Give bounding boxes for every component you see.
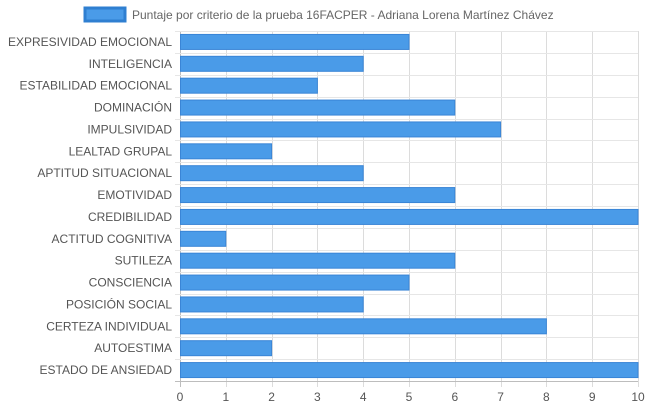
bar xyxy=(180,121,502,138)
category-label: IMPULSIVIDAD xyxy=(87,122,172,136)
legend[interactable]: Puntaje por criterio de la prueba 16FACP… xyxy=(83,6,554,23)
category-label: EMOTIVIDAD xyxy=(97,188,172,202)
category-label: AUTOESTIMA xyxy=(94,341,172,355)
grid-lines xyxy=(175,31,639,387)
category-label: APTITUD SITUACIONAL xyxy=(37,166,172,180)
bar xyxy=(180,274,410,291)
bar xyxy=(180,99,456,116)
bar xyxy=(180,143,273,160)
x-tick-label: 3 xyxy=(314,390,321,404)
bar xyxy=(180,208,639,225)
x-axis-ticks: 0 1 2 3 4 5 6 7 8 9 10 xyxy=(177,390,645,404)
category-label: EXPRESIVIDAD EMOCIONAL xyxy=(8,35,172,49)
category-label: CREDIBILIDAD xyxy=(88,210,172,224)
x-tick-label: 1 xyxy=(222,390,229,404)
x-tick-label: 4 xyxy=(360,390,367,404)
category-label: ESTABILIDAD EMOCIONAL xyxy=(20,79,173,93)
x-tick-label: 0 xyxy=(177,390,184,404)
bar xyxy=(180,230,227,247)
x-tick-label: 5 xyxy=(406,390,413,404)
x-tick-label: 2 xyxy=(268,390,275,404)
bar xyxy=(180,55,364,72)
category-label: LEALTAD GRUPAL xyxy=(69,144,173,158)
category-label: INTELIGENCIA xyxy=(89,57,172,71)
legend-label[interactable]: Puntaje por criterio de la prueba 16FACP… xyxy=(132,8,554,22)
bar xyxy=(180,362,639,379)
category-label: SUTILEZA xyxy=(115,254,172,268)
bar xyxy=(180,77,318,94)
bar xyxy=(180,318,547,335)
bar xyxy=(180,296,364,313)
bar xyxy=(180,187,456,204)
bars xyxy=(180,33,639,379)
bar xyxy=(180,340,273,357)
bar xyxy=(180,33,410,50)
bar xyxy=(180,252,456,269)
category-label: DOMINACIÓN xyxy=(94,100,172,115)
legend-swatch[interactable] xyxy=(83,6,127,23)
x-tick-label: 9 xyxy=(589,390,596,404)
x-tick-label: 6 xyxy=(451,390,458,404)
category-labels: EXPRESIVIDAD EMOCIONAL INTELIGENCIA ESTABI… xyxy=(8,35,172,377)
category-label: POSICIÓN SOCIAL xyxy=(66,296,172,311)
bar xyxy=(180,165,364,182)
category-label: ESTADO DE ANSIEDAD xyxy=(40,363,173,377)
category-label: CONSCIENCIA xyxy=(89,276,172,290)
category-label: CERTEZA INDIVIDUAL xyxy=(46,319,172,333)
x-tick-label: 7 xyxy=(497,390,504,404)
x-tick-label: 10 xyxy=(631,390,645,404)
x-tick-label: 8 xyxy=(543,390,550,404)
category-label: ACTITUD COGNITIVA xyxy=(52,232,172,246)
